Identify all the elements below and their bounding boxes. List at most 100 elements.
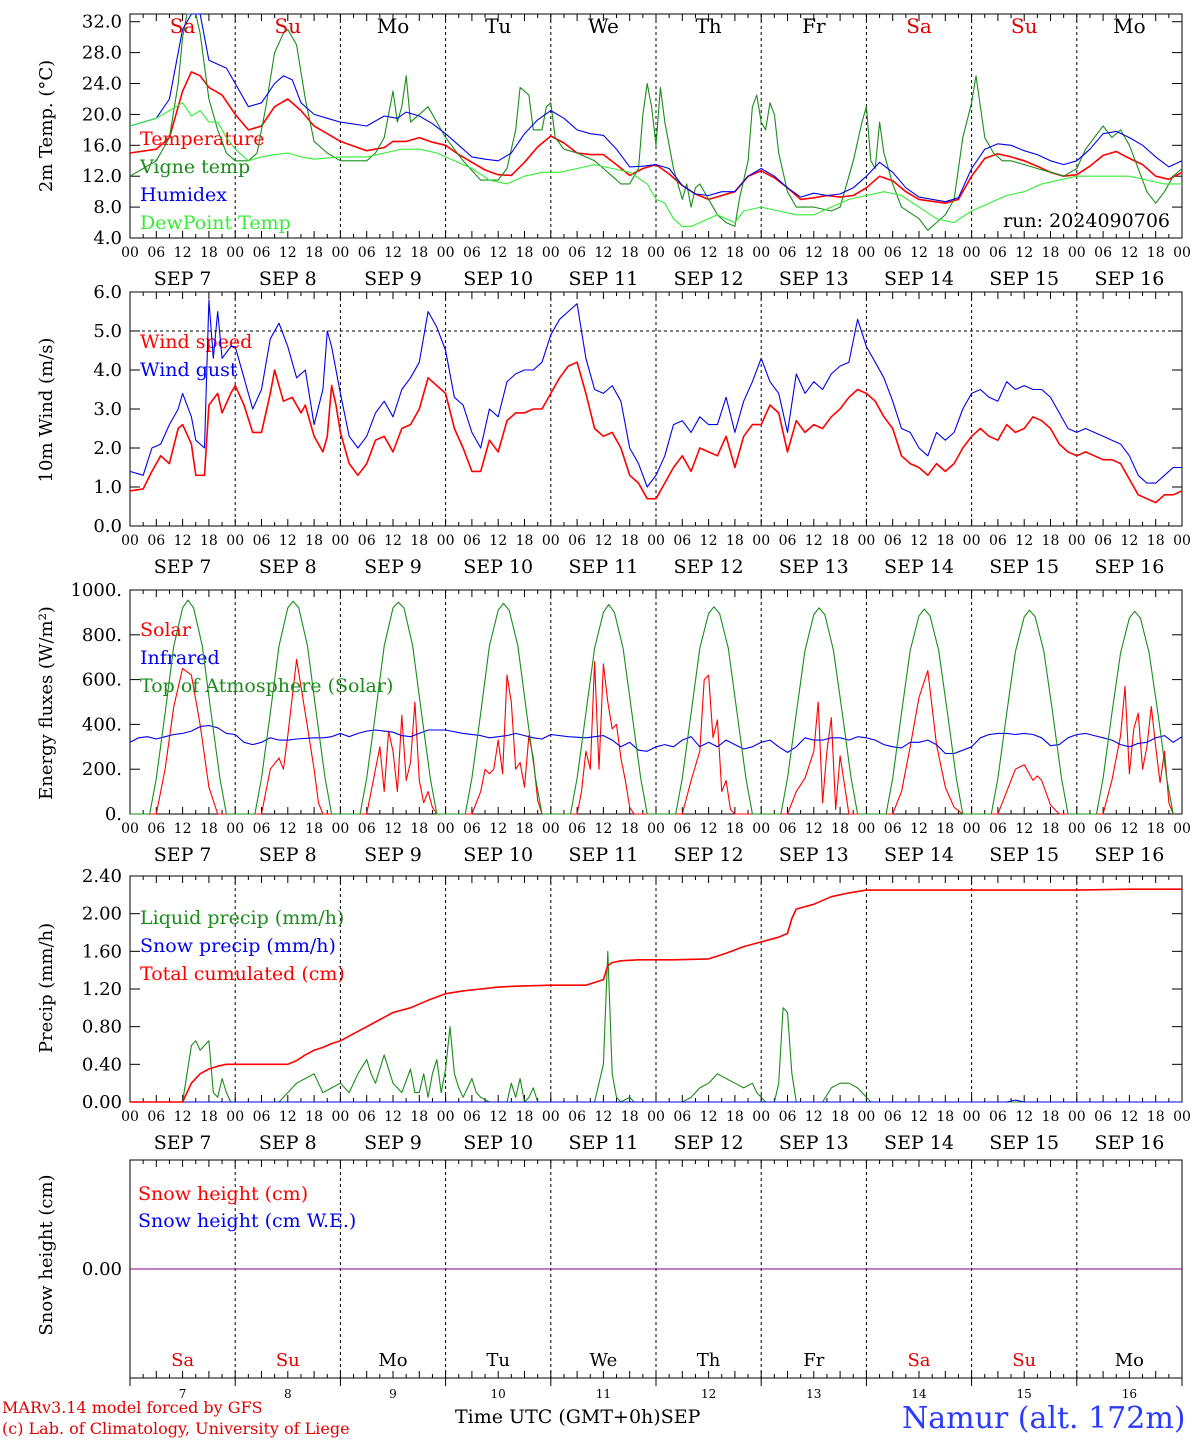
wind-hour-label: 06 xyxy=(253,533,271,549)
wind-legend-item: Wind speed xyxy=(140,331,252,353)
temp-hour-label: 00 xyxy=(1068,245,1086,261)
energy-date-label: SEP 14 xyxy=(884,844,954,866)
wind-hour-label: 18 xyxy=(726,533,744,549)
energy-date-label: SEP 8 xyxy=(259,844,317,866)
temp-frame xyxy=(129,13,1183,239)
wind-ytick-label: 2.0 xyxy=(93,438,122,459)
temp-date-label: SEP 15 xyxy=(989,268,1059,290)
snow-day-number: 10 xyxy=(491,1387,506,1401)
temp-weekday-label: Su xyxy=(1011,14,1038,38)
temp-hour-label: 12 xyxy=(1120,245,1138,261)
energy-hour-label: 12 xyxy=(174,821,192,837)
temp-hour-label: 12 xyxy=(805,245,823,261)
snow-weekday-label: Su xyxy=(1012,1350,1036,1371)
precip-series-line-2 xyxy=(130,888,1182,1103)
temp-hour-label: 06 xyxy=(253,245,271,261)
energy-legend-item: Solar xyxy=(140,619,192,641)
wind-ytick-label: 4.0 xyxy=(93,360,122,381)
temp-hour-label: 00 xyxy=(542,245,560,261)
snow-day-number: 7 xyxy=(179,1387,187,1401)
wind-hour-label: 18 xyxy=(621,533,639,549)
temp-hour-label: 12 xyxy=(384,245,402,261)
precip-hour-label: 00 xyxy=(121,1109,139,1125)
energy-series-line-1 xyxy=(129,724,1183,755)
temp-legend-item: Humidex xyxy=(140,184,227,206)
temp-series-line-2 xyxy=(129,13,1183,203)
precip-ytick-label: 1.60 xyxy=(82,941,122,962)
wind-hour-label: 12 xyxy=(1015,533,1033,549)
precip-hour-label-end: 00 xyxy=(1173,1109,1191,1125)
energy-hour-label: 00 xyxy=(437,821,455,837)
precip-hour-label: 18 xyxy=(936,1109,954,1125)
wind-hour-label: 18 xyxy=(1042,533,1060,549)
wind-hour-label-end: 00 xyxy=(1173,533,1191,549)
temp-hour-label: 12 xyxy=(1015,245,1033,261)
temp-ylabel: 2m Temp. (°C) xyxy=(36,60,57,192)
snow-day-number: 16 xyxy=(1122,1387,1137,1401)
precip-hour-label: 00 xyxy=(437,1109,455,1125)
energy-hour-label: 00 xyxy=(963,821,981,837)
wind-date-label: SEP 13 xyxy=(779,556,849,578)
energy-hour-label: 00 xyxy=(647,821,665,837)
temp-weekday-label: Mo xyxy=(377,14,410,38)
energy-hour-label: 12 xyxy=(489,821,507,837)
snow-weekday-label: Sa xyxy=(171,1350,194,1371)
energy-hour-label: 18 xyxy=(516,821,534,837)
temp-weekday-label: Mo xyxy=(1113,14,1146,38)
energy-date-label: SEP 9 xyxy=(364,844,422,866)
energy-hour-label: 12 xyxy=(910,821,928,837)
energy-legend-item: Infrared xyxy=(140,647,220,669)
precip-date-label: SEP 9 xyxy=(364,1132,422,1154)
wind-hour-label: 18 xyxy=(200,533,218,549)
snow-ytick-label: 0.00 xyxy=(82,1259,122,1280)
precip-hour-label: 06 xyxy=(147,1109,165,1125)
precip-ytick-label: 1.20 xyxy=(82,979,122,1000)
temp-hour-label: 06 xyxy=(358,245,376,261)
energy-hour-label: 12 xyxy=(384,821,402,837)
temp-hour-label: 00 xyxy=(121,245,139,261)
energy-date-label: SEP 10 xyxy=(463,844,533,866)
energy-hour-label: 00 xyxy=(226,821,244,837)
snow-weekday-label: Th xyxy=(697,1350,721,1371)
wind-panel: 0.0 1.0 2.0 3.0 4.0 5.0 6.0 10m Wind (m/s) Wind … xyxy=(36,282,1191,578)
wind-ytick-label: 5.0 xyxy=(93,321,122,342)
snow-legend-item: Snow height (cm W.E.) xyxy=(138,1210,356,1232)
temp-ytick-label: 12.0 xyxy=(82,166,122,187)
energy-hour-label: 18 xyxy=(936,821,954,837)
precip-date-label: SEP 12 xyxy=(674,1132,744,1154)
energy-hour-label: 06 xyxy=(358,821,376,837)
temp-hour-label: 18 xyxy=(726,245,744,261)
precip-date-label: SEP 16 xyxy=(1094,1132,1164,1154)
wind-date-label: SEP 14 xyxy=(884,556,954,578)
energy-legend-item: Top of Atmosphere (Solar) xyxy=(140,675,393,697)
wind-hour-label: 06 xyxy=(673,533,691,549)
temp-weekday-label: Tu xyxy=(485,14,511,38)
precip-hour-label: 12 xyxy=(1120,1109,1138,1125)
precip-hour-label: 00 xyxy=(752,1109,770,1125)
energy-hour-label: 18 xyxy=(726,821,744,837)
precip-hour-label: 06 xyxy=(568,1109,586,1125)
precip-series-line-1 xyxy=(130,1099,1182,1103)
precip-hour-label: 18 xyxy=(200,1109,218,1125)
precip-hour-label: 12 xyxy=(384,1109,402,1125)
snow-day-number: 13 xyxy=(806,1387,821,1401)
temp-weekday-label: Su xyxy=(275,14,302,38)
precip-hour-label: 18 xyxy=(410,1109,428,1125)
temp-hour-label: 06 xyxy=(1094,245,1112,261)
precip-hour-label: 00 xyxy=(857,1109,875,1125)
precip-ylabel: Precip (mm/h) xyxy=(36,923,57,1053)
precip-series-line-0 xyxy=(130,950,1182,1103)
energy-hour-label: 18 xyxy=(305,821,323,837)
precip-date-label: SEP 10 xyxy=(463,1132,533,1154)
temp-hour-label: 00 xyxy=(752,245,770,261)
temp-weekday-label: Fr xyxy=(802,14,826,38)
precip-hour-label: 06 xyxy=(673,1109,691,1125)
temp-hour-label: 00 xyxy=(647,245,665,261)
wind-ytick-label: 0.0 xyxy=(93,516,122,537)
wind-hour-label: 06 xyxy=(779,533,797,549)
temp-legend-item: Temperature xyxy=(140,128,264,150)
precip-legend-item: Liquid precip (mm/h) xyxy=(140,907,344,929)
snow-weekday-label: Tu xyxy=(486,1350,510,1371)
precip-date-label: SEP 14 xyxy=(884,1132,954,1154)
wind-date-label: SEP 16 xyxy=(1094,556,1164,578)
